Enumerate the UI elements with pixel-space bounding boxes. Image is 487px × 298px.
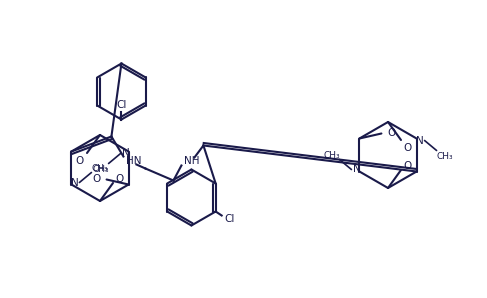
Text: N: N [71, 178, 78, 187]
Text: O: O [404, 143, 412, 153]
Text: N: N [353, 164, 360, 175]
Text: O: O [93, 175, 101, 184]
Text: Cl: Cl [225, 215, 235, 224]
Text: O: O [404, 161, 412, 171]
Text: CH₃: CH₃ [436, 152, 453, 161]
Text: NH: NH [184, 156, 199, 165]
Text: Cl: Cl [116, 100, 127, 111]
Text: O: O [387, 128, 395, 139]
Text: N: N [122, 148, 130, 159]
Text: O: O [116, 174, 124, 184]
Text: CH₃: CH₃ [323, 151, 340, 160]
Text: CH₃: CH₃ [92, 165, 109, 174]
Text: O: O [76, 156, 84, 166]
Text: CH₃: CH₃ [91, 164, 108, 173]
Text: N: N [416, 136, 424, 145]
Text: HN: HN [126, 156, 141, 167]
